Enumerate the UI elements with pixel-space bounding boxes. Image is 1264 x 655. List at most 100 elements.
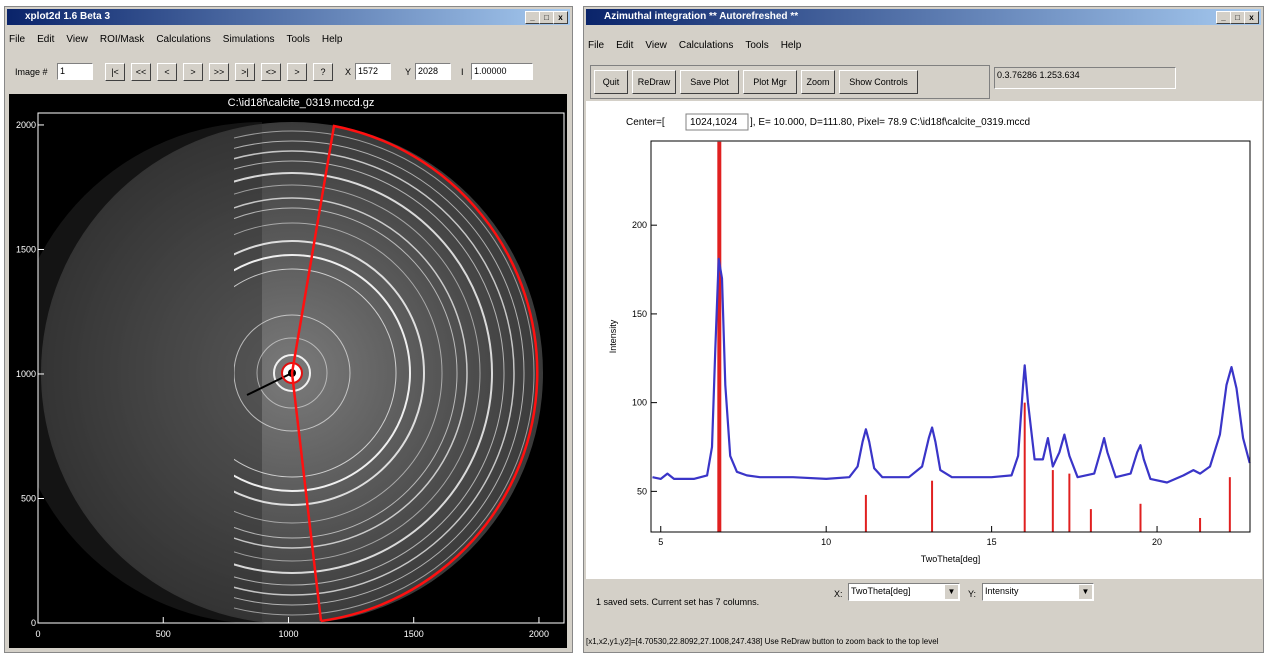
status-line: [x1,x2,y1,y2]=[4.70530,22.8092,27.1008,2… [586, 637, 939, 646]
ring [234, 254, 411, 492]
toolbar-button[interactable]: Show Controls [839, 70, 918, 94]
y-tick-label: 2000 [16, 120, 36, 130]
nav-button[interactable]: ? [313, 63, 333, 81]
ring [273, 354, 311, 392]
x-axis-label: TwoTheta[deg] [921, 554, 981, 564]
i-field: 1.00000 [471, 63, 533, 80]
azimuthal-window: Azimuthal integration ** Autorefreshed *… [583, 6, 1264, 653]
x-tick-label: 20 [1152, 537, 1162, 547]
image-field[interactable]: 1 [57, 63, 93, 80]
x-select[interactable]: TwoTheta[deg] ▼ [848, 583, 960, 601]
x-select-label: X: [834, 589, 843, 599]
x-label: X [345, 67, 352, 77]
ring [234, 314, 351, 432]
menu-item[interactable]: Tools [286, 34, 310, 45]
toolbar-button[interactable]: Plot Mgr [743, 70, 797, 94]
y-tick-label: 500 [21, 493, 36, 503]
ring [234, 150, 515, 596]
menu-item[interactable]: Calculations [156, 34, 211, 45]
menu-bar: File Edit View ROI/Mask Calculations Simulati… [9, 34, 342, 45]
x-tick-label: 15 [987, 537, 997, 547]
menu-item[interactable]: File [9, 34, 26, 45]
toolbar-button[interactable]: Quit [594, 70, 628, 94]
minimize-button[interactable]: _ [525, 11, 540, 24]
ring [234, 222, 443, 524]
y-field: 2028 [415, 63, 451, 80]
menu-item[interactable]: Simulations [222, 34, 275, 45]
ring [234, 207, 458, 539]
intensity-curve [652, 257, 1251, 484]
button-frame [590, 65, 990, 99]
shadow-half [38, 122, 262, 623]
menu-item[interactable]: View [66, 34, 88, 45]
y-tick-label: 200 [632, 220, 647, 230]
x-tick-label: 0 [35, 629, 40, 639]
center-value: 1024,1024 [690, 117, 738, 128]
menu-item[interactable]: ROI/Mask [99, 34, 145, 45]
menu-item[interactable]: Calculations [678, 40, 734, 51]
title-bar: Azimuthal integration ** Autorefreshed *… [586, 9, 1261, 25]
maximize-button[interactable]: □ [1230, 11, 1245, 24]
i-label: I [461, 67, 464, 77]
close-button[interactable]: x [1244, 11, 1259, 24]
nav-button[interactable]: |< [105, 63, 125, 81]
y-tick-label: 100 [632, 398, 647, 408]
ring [234, 172, 493, 574]
menu-item[interactable]: Help [780, 40, 802, 51]
image-view: C:\id18f\calcite_0319.mccd.gz 0 500 1000 150… [9, 94, 567, 648]
center-label: Center=[ [626, 117, 665, 128]
integration-sector [290, 124, 539, 623]
y-axis-label: Intensity [608, 319, 618, 353]
y-tick-label: 1500 [16, 244, 36, 254]
ring [234, 184, 481, 562]
nav-button[interactable]: << [131, 63, 151, 81]
title-bar: xplot2d 1.6 Beta 3 _ □ x [7, 9, 570, 25]
image-title: C:\id18f\calcite_0319.mccd.gz [228, 97, 375, 109]
x-select-value: TwoTheta[deg] [851, 586, 911, 596]
y-label: Y [405, 67, 412, 77]
y-tick-label: 1000 [16, 369, 36, 379]
y-select-value: Intensity [985, 586, 1019, 596]
nav-button[interactable]: >> [209, 63, 229, 81]
plot-frame [37, 112, 565, 624]
x-tick-label: 500 [156, 629, 171, 639]
y-tick-label: 150 [632, 309, 647, 319]
readout: 0.3.76286 1.253.634 [994, 67, 1176, 89]
nav-button[interactable]: > [287, 63, 307, 81]
nav-button[interactable]: < [157, 63, 177, 81]
window-title: Azimuthal integration ** Autorefreshed *… [604, 11, 799, 22]
maximize-button[interactable]: □ [539, 11, 554, 24]
y-tick-label: 50 [637, 486, 647, 496]
rings [234, 130, 535, 616]
nav-button[interactable]: >| [235, 63, 255, 81]
menu-item[interactable]: View [645, 40, 667, 51]
menu-item[interactable]: File [588, 40, 605, 51]
x-tick-label: 5 [658, 537, 663, 547]
toolbar-button[interactable]: ReDraw [632, 70, 676, 94]
window-title: xplot2d 1.6 Beta 3 [25, 11, 111, 22]
x-tick-label: 10 [821, 537, 831, 547]
ring [234, 197, 468, 549]
minimize-button[interactable]: _ [1216, 11, 1231, 24]
center-field [685, 113, 749, 131]
toolbar-button[interactable]: Zoom [801, 70, 835, 94]
close-button[interactable]: x [553, 11, 568, 24]
menu-item[interactable]: Help [321, 34, 343, 45]
ring [234, 130, 535, 616]
toolbar-button[interactable]: Save Plot [680, 70, 739, 94]
menu-item[interactable]: Tools [745, 40, 769, 51]
nav-button[interactable]: <> [261, 63, 281, 81]
x-tick-label: 1000 [278, 629, 298, 639]
y-select-label: Y: [968, 589, 977, 599]
ring [256, 337, 328, 409]
x-tick-label: 1500 [404, 629, 424, 639]
plot: Center=[1024,1024], E= 10.000, D=111.80,… [586, 101, 1262, 579]
x-field: 1572 [355, 63, 391, 80]
menu-item[interactable]: Edit [616, 40, 634, 51]
menu-item[interactable]: Edit [37, 34, 55, 45]
y-select[interactable]: Intensity ▼ [982, 583, 1094, 601]
y-tick-label: 0 [31, 618, 36, 628]
nav-button[interactable]: > [183, 63, 203, 81]
xplot2d-window: xplot2d 1.6 Beta 3 _ □ x File Edit View ROI… [4, 6, 573, 653]
